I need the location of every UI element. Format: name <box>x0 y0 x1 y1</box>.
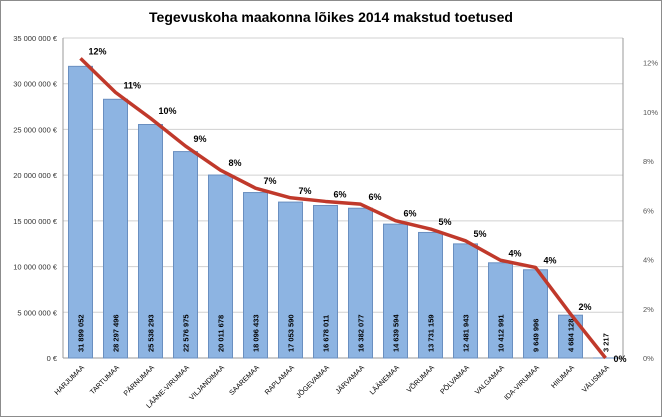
chart-title: Tegevuskoha maakonna lõikes 2014 makstud… <box>149 9 513 25</box>
bar <box>453 243 478 359</box>
y2-tick-label: 8% <box>643 157 654 166</box>
bar-value-label: 28 297 496 <box>112 314 121 352</box>
x-tick-label: VÄLISMAA <box>580 364 611 395</box>
y-tick-label: 5 000 000 € <box>17 308 57 317</box>
y-tick-label: 30 000 000 € <box>13 80 58 89</box>
y-tick-label: 0 € <box>47 354 58 363</box>
bar-value-label: 3 217 <box>602 333 611 352</box>
bar <box>523 269 548 359</box>
y2-tick-label: 6% <box>643 206 654 215</box>
bar <box>103 98 128 359</box>
x-tick-label: JÕGEVAMAA <box>294 363 331 400</box>
bar-value-label: 16 678 011 <box>322 315 331 352</box>
y-tick-label: 20 000 000 € <box>13 171 58 180</box>
bar-value-label: 13 731 159 <box>427 314 436 352</box>
y-tick-label: 10 000 000 € <box>13 263 58 272</box>
y-tick-label: 15 000 000 € <box>13 217 58 226</box>
bar-value-label: 10 412 991 <box>497 314 506 352</box>
y2-tick-label: 12% <box>643 59 658 68</box>
y-tick-label: 25 000 000 € <box>13 125 58 134</box>
bar-value-label: 22 576 975 <box>182 314 191 352</box>
bar <box>313 205 338 359</box>
bar-value-label: 9 649 996 <box>532 319 541 352</box>
bar <box>418 231 443 359</box>
bar-value-label: 17 053 590 <box>287 314 296 352</box>
share-label: 7% <box>299 186 312 196</box>
share-label: 0% <box>614 354 627 364</box>
bar <box>348 207 373 359</box>
bar-value-label: 25 538 293 <box>147 314 156 352</box>
share-label: 12% <box>89 46 107 56</box>
share-label: 2% <box>579 302 592 312</box>
x-tick-label: HIIUMAA <box>550 364 576 390</box>
share-label: 6% <box>404 209 417 219</box>
y2-tick-label: 10% <box>643 108 658 117</box>
bar-value-label: 4 684 128 <box>567 319 576 352</box>
x-tick-label: VALGAMAA <box>474 364 506 396</box>
share-label: 4% <box>544 255 557 265</box>
y2-tick-label: 2% <box>643 305 654 314</box>
x-tick-label: VILJANDIMAA <box>189 364 227 402</box>
bar <box>208 174 233 359</box>
share-label: 9% <box>194 134 207 144</box>
x-tick-label: LÄÄNEMAA <box>368 364 401 397</box>
bar <box>383 223 408 359</box>
bar <box>278 201 303 359</box>
y2-tick-label: 0% <box>643 354 654 363</box>
x-tick-label: HARJUMAA <box>54 364 86 396</box>
bar-value-label: 14 639 594 <box>392 314 401 352</box>
x-tick-label: VÕRUMAA <box>405 363 437 395</box>
bar <box>488 262 513 359</box>
share-label: 10% <box>159 106 177 116</box>
share-label: 7% <box>264 176 277 186</box>
bar-value-label: 18 096 433 <box>252 314 261 352</box>
share-label: 6% <box>334 189 347 199</box>
share-label: 6% <box>369 192 382 202</box>
x-tick-label: RAPLAMAA <box>264 364 296 396</box>
x-tick-label: TARTUMAA <box>89 364 121 396</box>
bar-value-label: 12 481 943 <box>462 314 471 352</box>
y-tick-label: 35 000 000 € <box>13 34 58 43</box>
x-tick-label: IDA-VIRUMAA <box>504 364 542 402</box>
y2-tick-label: 4% <box>643 256 654 265</box>
share-label: 5% <box>439 217 452 227</box>
share-label: 11% <box>124 80 142 90</box>
x-tick-label: JÄRVAMAA <box>334 364 366 396</box>
share-label: 8% <box>229 158 242 168</box>
bar-value-label: 16 382 077 <box>357 314 366 352</box>
share-line <box>79 57 607 360</box>
x-tick-label: SAAREMAA <box>228 364 261 397</box>
bar <box>138 124 163 359</box>
bar-value-label: 20 011 678 <box>217 315 226 352</box>
bar <box>243 192 268 359</box>
x-tick-label: PÄRNUMAA <box>122 364 156 398</box>
x-tick-label: PÕLVAMAA <box>438 363 471 396</box>
share-label: 5% <box>474 229 487 239</box>
share-label: 4% <box>509 248 522 258</box>
bar-value-label: 31 899 052 <box>77 314 86 352</box>
bar <box>68 65 93 359</box>
bar <box>173 151 198 359</box>
